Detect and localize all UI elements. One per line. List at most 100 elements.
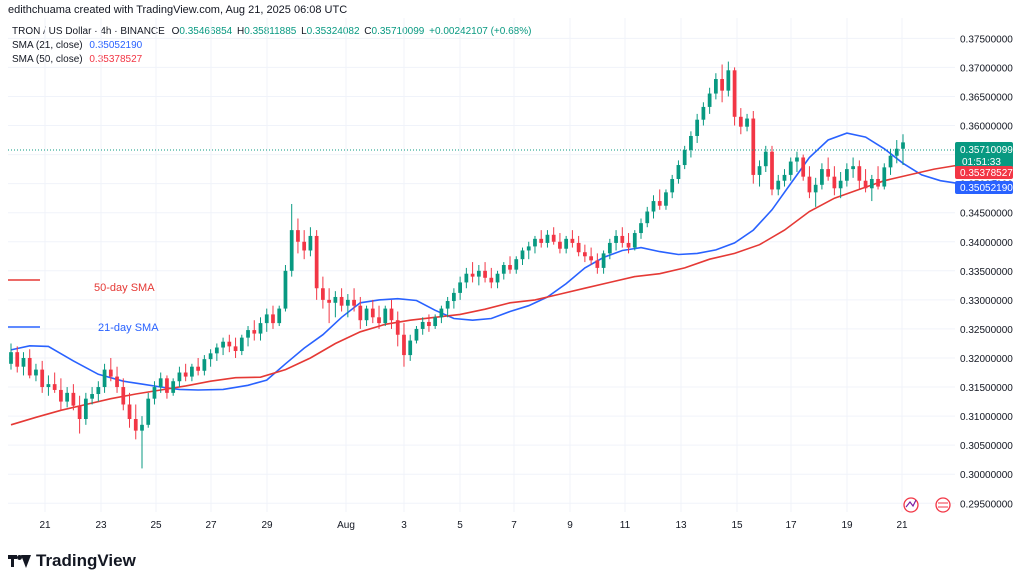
- candle-body: [370, 308, 375, 318]
- candle-body: [252, 330, 257, 334]
- price-tick-label: 0.30000000: [960, 470, 1013, 481]
- candle-body: [345, 299, 350, 306]
- candle-body: [221, 341, 225, 348]
- candle-body: [21, 357, 26, 367]
- price-tick-label: 0.31000000: [960, 412, 1013, 423]
- candle-body: [158, 378, 163, 388]
- candle-body: [171, 381, 176, 393]
- candle-body: [464, 273, 469, 283]
- candle-body: [402, 334, 406, 356]
- candle-body: [738, 116, 743, 127]
- candle-body: [776, 180, 781, 190]
- candle-body: [15, 352, 20, 367]
- symbol-label[interactable]: TRON / US Dollar · 4h · BINANCE: [12, 26, 165, 37]
- candle-body: [65, 392, 70, 402]
- candle-body: [489, 277, 494, 283]
- last-price-text: 0.35710099: [960, 145, 1013, 156]
- candle-body: [851, 166, 855, 170]
- candle-body: [763, 151, 768, 167]
- candle-body: [246, 330, 250, 338]
- candle-body: [501, 265, 506, 274]
- sma50-label: SMA (50, close): [12, 54, 83, 65]
- candle-body: [321, 288, 325, 300]
- candle-body: [844, 169, 849, 181]
- candle-body: [140, 424, 144, 431]
- candle-body: [383, 308, 388, 324]
- candle-body: [214, 347, 219, 354]
- candle-body: [726, 70, 731, 91]
- price-tick-label: 0.29500000: [960, 499, 1013, 510]
- candle-body: [720, 79, 724, 91]
- replay-icon[interactable]: [903, 497, 919, 513]
- price-tick-label: 0.37000000: [960, 63, 1013, 74]
- candle-body: [551, 234, 556, 242]
- candle-body: [445, 301, 450, 309]
- candle-body: [745, 118, 749, 127]
- candle-body: [127, 404, 132, 420]
- candle-body: [570, 238, 575, 243]
- candle-body: [90, 394, 94, 399]
- time-tick-label: 9: [567, 520, 573, 531]
- candle-body: [713, 79, 718, 94]
- candle-body: [183, 372, 188, 377]
- candle-body: [289, 230, 294, 271]
- candle-body: [152, 387, 157, 399]
- candle-body: [108, 369, 113, 377]
- price-tick-label: 0.34000000: [960, 238, 1013, 249]
- candle-body: [427, 321, 431, 327]
- candle-body: [96, 387, 101, 395]
- sma-lines: [10, 132, 997, 426]
- price-axis[interactable]: 0.37500000 0.37000000 0.36500000 0.36000000…: [960, 34, 1013, 510]
- candle-body: [682, 149, 687, 166]
- time-tick-label: 5: [457, 520, 463, 531]
- high-key: H: [237, 26, 245, 37]
- candle-body: [614, 235, 618, 243]
- candle-body: [689, 135, 693, 150]
- time-tick-label: 7: [511, 520, 517, 531]
- sma50-row[interactable]: SMA (50, close) 0.35378527: [12, 53, 533, 67]
- candles: [9, 61, 905, 469]
- us-flag-icon[interactable]: [935, 497, 951, 513]
- time-tick-label: 21: [896, 520, 908, 531]
- candle-body: [838, 180, 843, 189]
- candle-body: [314, 235, 319, 289]
- candle-body: [545, 234, 550, 243]
- candle-body: [358, 305, 363, 321]
- sma21-row[interactable]: SMA (21, close) 0.35052190: [12, 39, 533, 53]
- last-price-tag: [955, 142, 1013, 168]
- candle-body: [601, 253, 606, 268]
- candle-body: [664, 192, 668, 206]
- candle-body: [807, 176, 812, 193]
- price-tags: 0.35710099 01:51:33 0.35378527 0.3505219…: [8, 142, 1013, 194]
- footer-brand[interactable]: TradingView: [8, 547, 136, 575]
- price-tick-label: 0.36000000: [960, 122, 1013, 133]
- sma50-line: [10, 160, 997, 426]
- tradingview-logo-icon: [8, 554, 31, 568]
- time-tick-label: 3: [401, 520, 407, 531]
- time-tick-label: 19: [841, 520, 853, 531]
- candle-body: [826, 169, 831, 177]
- candle-body: [645, 211, 650, 224]
- candle-body: [894, 148, 899, 156]
- candle-body: [620, 235, 625, 243]
- candle-body: [377, 317, 381, 324]
- candle-body: [533, 238, 537, 247]
- time-axis[interactable]: 21 23 25 27 29 Aug 3 5 7 9 11 13 15 17 19 21: [39, 520, 908, 531]
- candle-body: [121, 387, 126, 405]
- time-tick-label: 25: [150, 520, 162, 531]
- candle-body: [757, 166, 762, 175]
- candle-body: [788, 161, 793, 175]
- candle-body: [439, 308, 444, 318]
- candle-body: [40, 369, 45, 388]
- candle-body: [589, 256, 593, 261]
- brand-name: TradingView: [36, 551, 136, 570]
- price-tick-label: 0.33500000: [960, 267, 1013, 278]
- candle-body: [607, 242, 612, 254]
- candle-body: [420, 321, 425, 329]
- candle-body: [227, 341, 232, 347]
- candle-body: [770, 151, 774, 190]
- countdown-text: 01:51:33: [962, 157, 1001, 168]
- candle-body: [820, 169, 824, 185]
- candle-body: [146, 398, 151, 425]
